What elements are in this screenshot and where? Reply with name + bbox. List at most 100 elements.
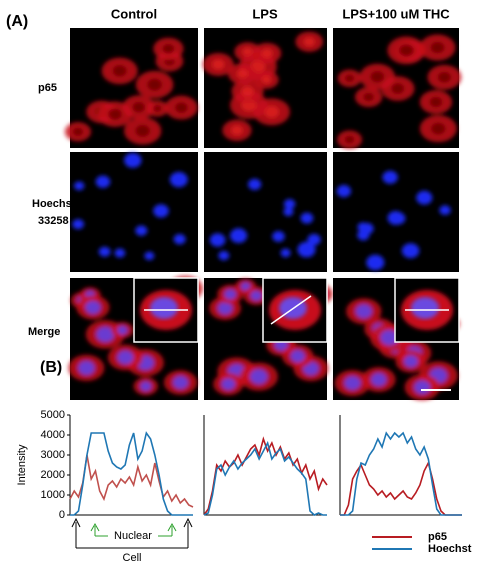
nucleus	[72, 127, 84, 137]
nucleus	[261, 48, 273, 58]
nucleus	[283, 207, 294, 217]
cells	[64, 37, 198, 145]
nucleus	[366, 254, 385, 271]
nucleus	[117, 325, 128, 335]
row-label: p65	[38, 82, 57, 94]
nucleus	[212, 59, 225, 70]
y-tick-label: 1000	[41, 489, 65, 501]
nucleus	[297, 241, 316, 258]
nucleus	[344, 135, 355, 144]
nucleus	[229, 228, 248, 244]
nucleus	[240, 282, 251, 291]
y-tick-label: 5000	[41, 409, 65, 421]
micrograph	[204, 152, 327, 272]
nucleus	[209, 233, 226, 247]
nucleus	[96, 326, 115, 343]
row-label: Hoechst	[32, 198, 76, 210]
cells	[72, 152, 188, 261]
nucleus	[360, 222, 374, 235]
nucleus	[370, 372, 387, 387]
inset-nucleus	[150, 297, 178, 319]
micrograph	[70, 152, 198, 272]
nucleus	[439, 205, 451, 216]
nucleus	[272, 231, 285, 242]
nucleus	[224, 289, 237, 300]
nucleus	[107, 108, 122, 120]
nucleus	[430, 122, 446, 135]
cells	[337, 34, 462, 149]
charts: 0 1000 2000 3000 4000 5000 Intensity Nuclear Cel…	[16, 409, 472, 564]
series-line	[203, 436, 328, 516]
nucleus	[144, 251, 155, 261]
nucleus	[152, 104, 162, 113]
nucleus	[429, 96, 443, 108]
micrographs	[64, 28, 462, 401]
nucleus	[307, 233, 321, 246]
nucleus	[382, 170, 398, 184]
y-tick-label: 3000	[41, 449, 65, 461]
annotation: Nuclear	[114, 530, 152, 542]
nucleus	[355, 304, 373, 319]
image-bg	[70, 152, 198, 272]
row-label: Merge	[28, 326, 60, 338]
annotation: Cell	[123, 552, 142, 564]
micrograph	[333, 28, 462, 149]
nucleus	[174, 102, 188, 114]
nucleus	[413, 380, 431, 395]
nucleus	[231, 125, 243, 136]
arrow	[71, 517, 81, 528]
nucleus	[344, 375, 361, 391]
nucleus	[370, 70, 385, 83]
nucleus	[147, 78, 163, 91]
series-line	[203, 440, 327, 516]
nucleus	[380, 329, 399, 346]
nucleus	[280, 248, 291, 258]
nucleus	[290, 349, 306, 363]
nucleus	[172, 375, 189, 390]
nucleus	[72, 219, 85, 230]
nucleus	[236, 69, 249, 79]
nucleus	[135, 124, 151, 138]
nucleus	[221, 378, 236, 391]
nucleus	[218, 250, 230, 261]
series-line	[69, 454, 194, 508]
nucleus	[73, 181, 85, 191]
nucleus	[391, 82, 405, 95]
micrograph	[64, 28, 198, 148]
y-tick-label: 0	[59, 509, 65, 521]
nucleus	[98, 246, 111, 257]
nucleus	[135, 225, 148, 236]
nucleus	[114, 248, 126, 258]
nucleus	[401, 243, 420, 259]
profile-line	[270, 295, 312, 325]
nucleus	[217, 301, 233, 315]
micrograph	[333, 152, 459, 272]
nucleus	[344, 74, 355, 83]
nucleus	[85, 300, 101, 315]
y-tick-label: 2000	[41, 469, 65, 481]
nucleus	[437, 71, 452, 83]
inset-nucleus	[411, 297, 439, 319]
panel-label: (A)	[6, 13, 28, 30]
nucleus	[300, 212, 314, 224]
nucleus	[153, 204, 169, 218]
nucleus	[398, 44, 414, 57]
column-title: LPS+100 uM THC	[342, 6, 450, 21]
nucleus	[303, 37, 315, 47]
legend-label: p65	[428, 531, 447, 543]
arrow	[90, 522, 100, 532]
nucleus	[112, 64, 127, 77]
nucleus	[249, 368, 268, 385]
cells	[202, 31, 324, 141]
column-title: LPS	[252, 6, 278, 21]
column-title: Control	[111, 6, 157, 21]
nucleus	[140, 381, 152, 392]
arrow	[183, 517, 193, 528]
nucleus	[173, 233, 186, 245]
series-line	[70, 431, 193, 516]
nucleus	[283, 199, 296, 209]
micrograph	[202, 28, 327, 148]
nucleus	[117, 350, 134, 365]
cells	[336, 170, 451, 271]
